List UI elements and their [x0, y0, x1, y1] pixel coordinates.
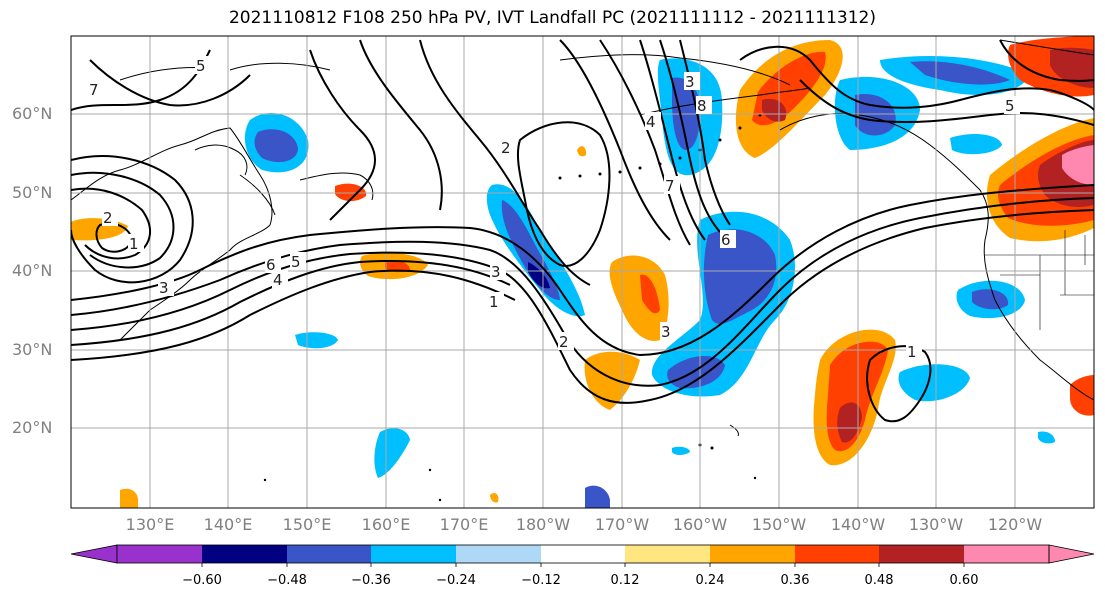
contour-label: 2 — [559, 333, 569, 351]
colorbar-swatch — [710, 545, 795, 563]
contour-label: 2 — [501, 139, 511, 157]
contour-label: 3 — [661, 323, 671, 341]
colorbar-swatch — [625, 545, 710, 563]
contour-label: 3 — [159, 279, 169, 297]
colorbar-tick-label: 0.24 — [695, 573, 725, 588]
contour-label: 4 — [646, 113, 656, 131]
colorbar-tick-label: 0.36 — [780, 573, 810, 588]
lon-label: 150°W — [751, 515, 807, 534]
lon-label: 130°E — [125, 515, 175, 534]
lat-label: 60°N — [12, 104, 53, 123]
colorbar-swatch — [202, 545, 287, 563]
graticule — [71, 36, 1094, 508]
contour-label: 4 — [273, 271, 283, 289]
contour-label: 1 — [129, 235, 139, 253]
map-plot-area: 5 7 2 1 3 6 5 4 2 3 1 2 4 8 — [71, 36, 1094, 508]
lat-label: 30°N — [12, 340, 53, 359]
colorbar-swatch — [964, 545, 1049, 563]
contour-label: 3 — [491, 263, 501, 281]
figure-title: 2021110812 F108 250 hPa PV, IVT Landfall… — [228, 8, 876, 28]
contour-label: 6 — [266, 256, 276, 274]
colorbar-swatch — [456, 545, 541, 563]
contour-label: 7 — [665, 177, 675, 195]
colorbar-tick-label: −0.24 — [436, 573, 476, 588]
contour-label: 7 — [89, 81, 99, 99]
lon-label: 140°W — [830, 515, 886, 534]
colorbar-swatch — [795, 545, 879, 563]
lon-label: 130°W — [908, 515, 964, 534]
state-boundaries — [985, 230, 1094, 330]
lon-label: 160°E — [361, 515, 411, 534]
colorbar-tick-label: −0.48 — [267, 573, 307, 588]
lon-label: 170°E — [439, 515, 489, 534]
colorbar-swatch — [371, 545, 456, 563]
contour-label: 1 — [489, 293, 499, 311]
lon-label: 180°W — [515, 515, 571, 534]
colorbar-tick-label: 0.12 — [610, 573, 640, 588]
lat-label: 20°N — [12, 418, 53, 437]
contour-label: 5 — [291, 253, 301, 271]
lat-label: 40°N — [12, 261, 53, 280]
contour-label: 2 — [103, 209, 113, 227]
lon-label: 160°W — [672, 515, 728, 534]
contour-label-group: 5 7 2 1 3 6 5 4 2 3 1 2 4 8 — [88, 56, 1020, 361]
colorbar-extend-high — [1048, 544, 1095, 564]
contour-label: 5 — [196, 57, 206, 75]
contour-label: 5 — [1005, 97, 1015, 115]
negative-anomaly-shading — [244, 55, 1055, 508]
colorbar — [70, 544, 1095, 567]
contour-label: 1 — [907, 343, 917, 361]
colorbar-swatch — [287, 545, 371, 563]
colorbar-swatch — [879, 545, 964, 563]
colorbar-swatch — [541, 545, 625, 563]
lon-label: 150°E — [282, 515, 332, 534]
colorbar-tick-label: 0.48 — [864, 573, 894, 588]
lat-label: 50°N — [12, 183, 53, 202]
colorbar-tick-label: −0.36 — [351, 573, 391, 588]
map-frame — [70, 35, 1095, 509]
lon-label: 140°E — [203, 515, 253, 534]
lon-label: 170°W — [594, 515, 650, 534]
contour-label: 8 — [697, 97, 707, 115]
contour-label: 3 — [685, 73, 695, 91]
contour-label: 6 — [721, 231, 731, 249]
lon-label: 120°W — [987, 515, 1043, 534]
colorbar-tick-label: −0.12 — [521, 573, 561, 588]
colorbar-extend-low — [70, 544, 118, 564]
colorbar-tick-label: −0.60 — [182, 573, 222, 588]
colorbar-swatch — [117, 545, 202, 563]
colorbar-tick-label: 0.60 — [949, 573, 979, 588]
